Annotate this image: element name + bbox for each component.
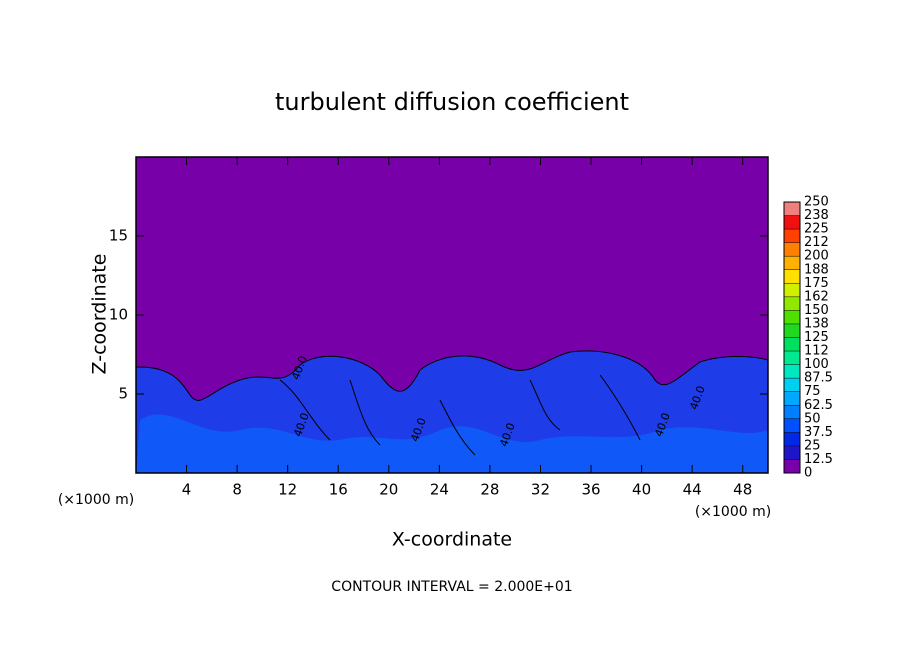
colorbar-label: 238 [804,208,829,223]
x-tick-label: 32 [531,481,550,499]
x-unit-label: (×1000 m) [695,504,771,520]
y-tick-label: 5 [118,385,128,403]
x-axis-label: X-coordinate [392,529,512,551]
y-axis-label: Z-coordinate [89,254,111,375]
colorbar-label: 150 [804,303,829,318]
colorbar-label: 50 [804,411,821,426]
colorbar-bin [784,256,800,270]
colorbar-label: 100 [804,357,829,372]
colorbar-bin [784,323,800,338]
colorbar-label: 62.5 [804,398,833,413]
colorbar-label: 200 [804,249,829,264]
colorbar-label: 225 [804,222,829,237]
x-tick-label: 48 [733,481,752,499]
colorbar-bin [784,310,800,324]
colorbar-label: 37.5 [804,425,833,440]
colorbar-bin [784,229,800,243]
x-tick-label: 24 [430,481,449,499]
x-tick-label: 28 [480,481,499,499]
x-tick-label: 8 [232,481,242,499]
x-tick-label: 4 [182,481,192,499]
footer-note: CONTOUR INTERVAL = 2.000E+01 [331,579,572,595]
colorbar-bin [784,283,800,297]
colorbar-label: 25 [804,438,821,453]
colorbar-bin [784,418,800,433]
colorbar-label: 188 [804,262,829,277]
field-region [136,414,768,473]
colorbar-label: 175 [804,276,829,291]
colorbar-bin [784,242,800,257]
colorbar-bin [784,364,800,379]
colorbar-bin [784,445,800,460]
y-tick-label: 15 [109,227,128,245]
colorbar-label: 125 [804,330,829,345]
colorbar-bin [784,459,800,473]
colorbar-label: 87.5 [804,371,833,386]
x-tick-label: 36 [581,481,600,499]
colorbar-bin [784,269,800,284]
colorbar-label: 12.5 [804,452,833,467]
colorbar-bin [784,378,800,392]
colorbar-label: 0 [804,466,812,481]
x-tick-label: 12 [278,481,297,499]
x-tick-label: 20 [379,481,398,499]
contour-line [279,374,641,456]
colorbar-label: 75 [804,384,821,399]
colorbar-bin [784,215,800,230]
colorbar-label: 162 [804,289,829,304]
colorbar-bin [784,391,800,406]
colorbar-label: 250 [804,195,829,210]
x-unit-label: (×1000 m) [58,492,134,508]
x-tick-label: 16 [329,481,348,499]
colorbar-bin [784,296,800,311]
colorbar-label: 212 [804,235,829,250]
colorbar-bin [784,351,800,365]
x-tick-label: 44 [683,481,702,499]
colorbar-label: 112 [804,344,829,359]
colorbar-bin [784,405,800,419]
colorbar-bin [784,202,800,216]
chart-title: turbulent diffusion coefficient [275,88,629,116]
colorbar-bin [784,432,800,446]
colorbar-bin [784,337,800,352]
field [135,157,769,474]
colorbar-label: 138 [804,316,829,331]
x-tick-label: 40 [632,481,651,499]
y-tick-label: 10 [109,306,128,324]
